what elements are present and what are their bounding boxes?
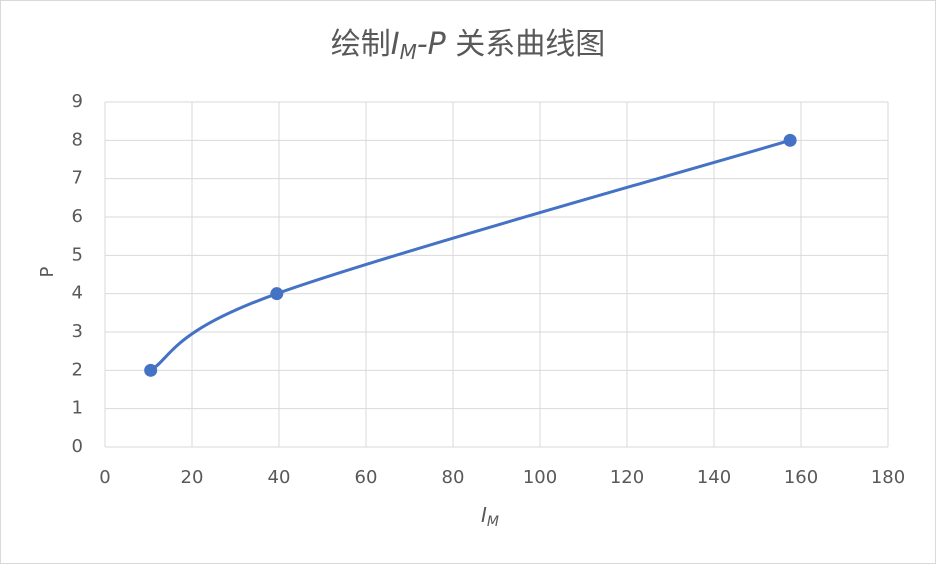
x-label-part: M: [487, 514, 499, 530]
x-tick-label: 0: [99, 467, 110, 488]
title-part: -P: [417, 27, 447, 62]
x-tick-label: 80: [442, 467, 465, 488]
x-tick-label: 20: [181, 467, 204, 488]
x-axis-label: IM: [481, 503, 499, 531]
title-part: 关系曲线图: [446, 27, 606, 62]
title-part: 绘制: [331, 27, 391, 62]
x-tick-label: 100: [523, 467, 557, 488]
y-tick-label: 1: [72, 398, 83, 419]
data-point: [144, 363, 158, 377]
x-tick-label: 160: [784, 467, 818, 488]
x-tick-label: 120: [610, 467, 644, 488]
y-tick-label: 9: [72, 91, 83, 112]
x-tick-label: 60: [355, 467, 378, 488]
y-tick-label: 3: [72, 321, 83, 342]
y-tick-label: 5: [72, 244, 83, 265]
title-part: M: [400, 40, 417, 64]
x-label-part: I: [481, 503, 487, 527]
y-axis-label: P: [37, 266, 58, 277]
title-part: I: [391, 27, 400, 62]
series-line: [149, 138, 791, 372]
y-tick-label: 4: [72, 283, 83, 304]
y-tick-label: 2: [72, 359, 83, 380]
data-point: [270, 287, 284, 301]
y-tick-label: 7: [72, 168, 83, 189]
x-tick-label: 40: [268, 467, 291, 488]
data-point: [783, 133, 797, 147]
y-tick-label: 0: [72, 436, 83, 457]
x-tick-label: 180: [871, 467, 905, 488]
x-tick-label: 140: [697, 467, 731, 488]
y-tick-label: 6: [72, 206, 83, 227]
chart-title: 绘制IM-P 关系曲线图: [331, 27, 606, 64]
y-tick-label: 8: [72, 129, 83, 150]
